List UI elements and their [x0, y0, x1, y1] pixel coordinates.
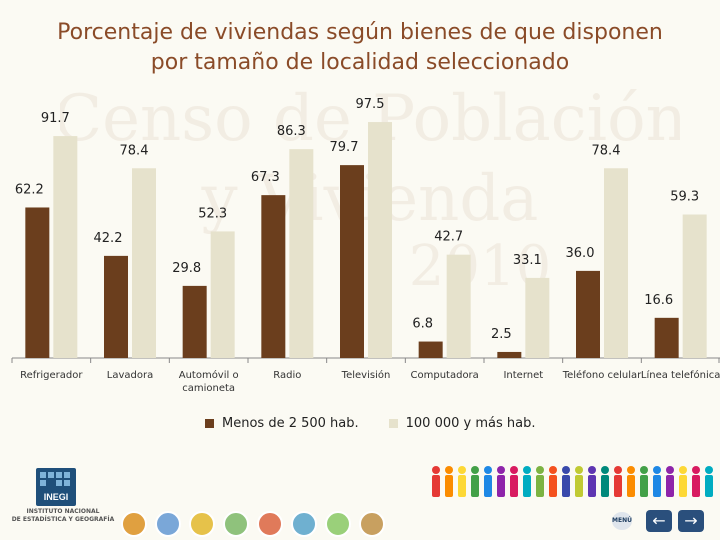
- title-line-1: Porcentaje de viviendas según bienes de …: [57, 20, 663, 45]
- bar-series-2: [53, 136, 78, 358]
- data-label-series-1: 6.8: [412, 317, 433, 332]
- topic-circle-icon[interactable]: [189, 511, 215, 537]
- topic-icons-row: [121, 511, 385, 537]
- back-button[interactable]: ←: [646, 510, 672, 532]
- person-figure-icon: [679, 466, 687, 497]
- bar-series-1: [576, 270, 600, 358]
- person-figure-icon: [432, 466, 440, 497]
- topic-circle-icon[interactable]: [223, 511, 249, 537]
- inegi-caption-line-1: INSTITUTO NACIONAL: [26, 508, 100, 515]
- person-figure-icon: [575, 466, 583, 497]
- data-label-series-2: 33.1: [513, 253, 542, 268]
- person-figure-icon: [471, 466, 479, 497]
- menu-button[interactable]: MENÚ: [612, 512, 632, 530]
- data-label-series-1: 36.0: [566, 246, 595, 261]
- bar-series-1: [25, 207, 50, 358]
- x-tick-label: Computadora: [411, 370, 479, 381]
- person-figure-icon: [627, 466, 635, 497]
- person-figure-icon: [497, 466, 505, 497]
- bar-series-1: [497, 351, 522, 358]
- person-figure-icon: [614, 466, 622, 497]
- bar-series-2: [604, 168, 628, 358]
- topic-circle-icon[interactable]: [359, 511, 385, 537]
- inegi-caption: INSTITUTO NACIONAL DE ESTADÍSTICA Y GEOG…: [8, 508, 118, 524]
- inegi-logo-text: INEGI: [44, 492, 69, 502]
- inegi-logo: INEGI INSTITUTO NACIONAL DE ESTADÍSTICA …: [8, 468, 114, 528]
- inegi-logo-mark: INEGI: [36, 468, 76, 506]
- forward-button[interactable]: →: [678, 510, 704, 532]
- data-label-series-2: 78.4: [592, 143, 621, 158]
- topic-circle-icon[interactable]: [291, 511, 317, 537]
- bar-series-1: [261, 195, 286, 358]
- person-figure-icon: [640, 466, 648, 497]
- person-figure-icon: [445, 466, 453, 497]
- person-figure-icon: [549, 466, 557, 497]
- data-label-series-2: 42.7: [434, 230, 463, 245]
- person-figure-icon: [705, 466, 713, 497]
- person-figure-icon: [523, 466, 531, 497]
- data-label-series-1: 42.2: [94, 231, 123, 246]
- inegi-caption-line-2: DE ESTADÍSTICA Y GEOGRAFÍA: [11, 516, 115, 523]
- data-label-series-2: 59.3: [670, 189, 699, 204]
- data-label-series-1: 79.7: [330, 140, 359, 155]
- x-tick-label: Radio: [273, 370, 301, 381]
- x-tick-label: camioneta: [182, 383, 235, 394]
- person-figure-icon: [536, 466, 544, 497]
- legend-swatch-series-1: [205, 419, 214, 428]
- x-tick-label: Refrigerador: [20, 370, 83, 381]
- data-label-series-1: 29.8: [172, 261, 201, 276]
- data-label-series-1: 16.6: [644, 293, 673, 308]
- person-figure-icon: [666, 466, 674, 497]
- bar-series-2: [446, 254, 471, 358]
- bar-chart: 62.2 91.7 Refrigerador 42.2 78.4 Lavadora 29.8…: [11, 97, 720, 394]
- person-figure-icon: [653, 466, 661, 497]
- person-figure-icon: [458, 466, 466, 497]
- title-line-2: por tamaño de localidad seleccionado: [150, 50, 570, 75]
- x-tick-label: Internet: [503, 370, 543, 381]
- bar-series-2: [210, 231, 235, 358]
- person-figure-icon: [562, 466, 570, 497]
- data-label-series-1: 2.5: [491, 327, 512, 342]
- bar-series-1: [182, 285, 207, 358]
- bar-series-2: [682, 214, 707, 358]
- person-figure-icon: [484, 466, 492, 497]
- person-figure-icon: [510, 466, 518, 497]
- topic-circle-icon[interactable]: [121, 511, 147, 537]
- data-label-series-2: 86.3: [277, 124, 306, 139]
- bar-series-2: [368, 122, 392, 358]
- topic-circle-icon[interactable]: [257, 511, 283, 537]
- person-figure-icon: [692, 466, 700, 497]
- data-label-series-1: 67.3: [251, 170, 280, 185]
- people-silhouettes-decoration: [432, 466, 713, 497]
- legend-label-series-2: 100 000 y más hab.: [405, 416, 536, 431]
- bar-series-1: [104, 255, 128, 358]
- bar-series-2: [289, 149, 314, 358]
- bar-series-2: [525, 277, 550, 358]
- legend-swatch-series-2: [388, 419, 398, 428]
- person-figure-icon: [588, 466, 596, 497]
- data-label-series-2: 97.5: [356, 97, 385, 112]
- topic-circle-icon[interactable]: [155, 511, 181, 537]
- bar-series-2: [132, 168, 156, 358]
- x-tick-label: Automóvil o: [179, 369, 239, 381]
- bar-series-1: [340, 165, 364, 358]
- chart-legend: Menos de 2 500 hab. 100 000 y más hab.: [205, 416, 535, 431]
- x-tick-label: Línea telefónica: [641, 369, 720, 381]
- page-title: Porcentaje de viviendas según bienes de …: [0, 18, 720, 78]
- data-label-series-2: 78.4: [120, 143, 149, 158]
- legend-label-series-1: Menos de 2 500 hab.: [222, 416, 359, 431]
- data-label-series-1: 62.2: [15, 182, 44, 197]
- bar-series-1: [418, 341, 443, 358]
- topic-circle-icon[interactable]: [325, 511, 351, 537]
- x-tick-label: Lavadora: [107, 370, 153, 381]
- data-label-series-2: 91.7: [41, 111, 70, 126]
- data-label-series-2: 52.3: [198, 206, 227, 221]
- bar-series-1: [654, 317, 679, 358]
- person-figure-icon: [601, 466, 609, 497]
- x-tick-label: Teléfono celular: [562, 369, 642, 381]
- x-tick-label: Televisión: [341, 369, 391, 381]
